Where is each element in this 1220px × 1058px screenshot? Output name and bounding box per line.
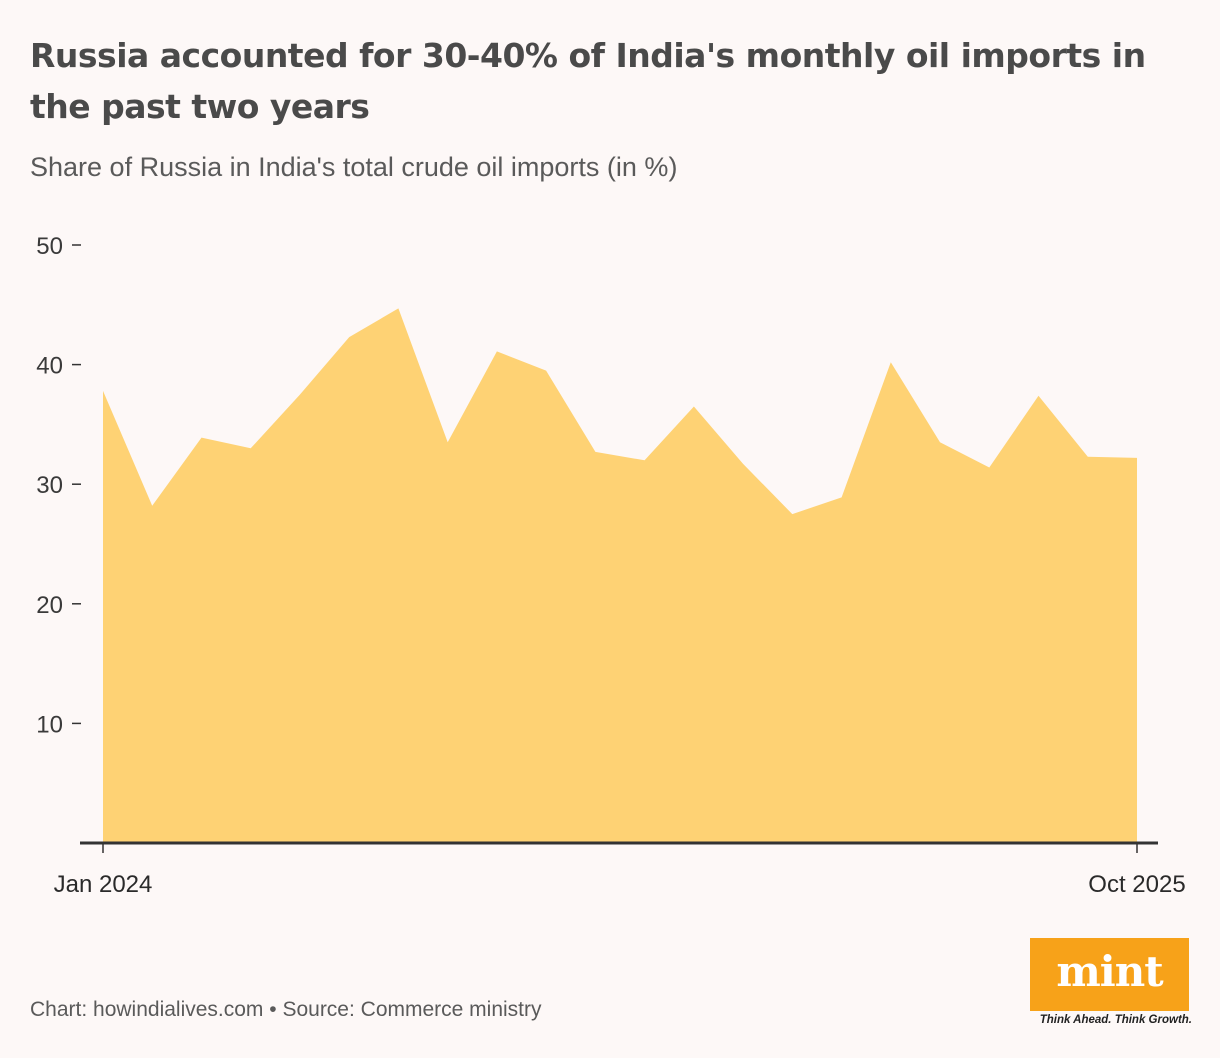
source-note: Chart: howindialives.com • Source: Comme… [30,998,542,1021]
mint-logo: mint [1030,938,1189,1011]
chart-title: Russia accounted for 30-40% of India's m… [30,36,1146,126]
logo-tagline: Think Ahead. Think Growth. [1039,1014,1192,1026]
y-tick-label: 10 [36,711,63,738]
y-axis: 10 20 30 40 50 [36,233,81,738]
y-tick-label: 20 [36,592,63,619]
area-series [103,308,1137,843]
y-tick-label: 30 [36,472,63,499]
x-axis: Jan 2024 Oct 2025 [54,841,1186,898]
y-tick-label: 40 [36,353,63,380]
chart-subtitle: Share of Russia in India's total crude o… [30,152,678,182]
area-chart: 10 20 30 40 50 Jan 2024 Oct 2025 [36,233,1186,898]
x-tick-label: Oct 2025 [1088,871,1185,898]
mint-logo-word: mint [1056,946,1163,996]
y-tick-label: 50 [36,233,63,260]
x-tick-label: Jan 2024 [54,871,153,898]
